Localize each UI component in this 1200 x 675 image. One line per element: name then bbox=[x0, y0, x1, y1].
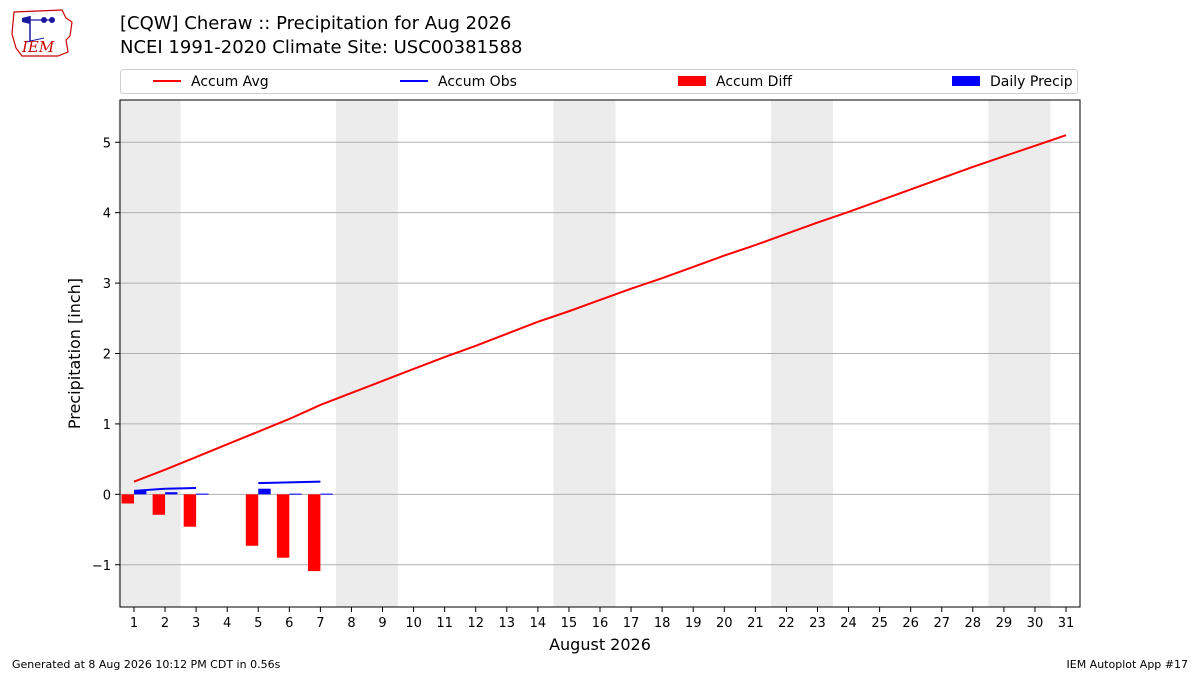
x-tick-label: 1 bbox=[130, 616, 138, 631]
x-tick-label: 21 bbox=[747, 616, 764, 631]
logo-text: IEM bbox=[21, 38, 55, 56]
daily-precip-bar bbox=[165, 492, 178, 495]
x-tick-label: 3 bbox=[192, 616, 200, 631]
x-tick-label: 23 bbox=[809, 616, 826, 631]
x-tick-label: 15 bbox=[561, 616, 578, 631]
x-tick-label: 18 bbox=[654, 616, 671, 631]
legend-accum-obs: Accum Obs bbox=[400, 73, 517, 91]
y-tick-label: 1 bbox=[103, 418, 111, 433]
accum-diff-bar bbox=[307, 494, 321, 572]
accum-avg-line bbox=[133, 134, 1067, 483]
legend-accum-diff: Accum Diff bbox=[678, 73, 792, 91]
x-tick-label: 29 bbox=[996, 616, 1013, 631]
x-tick-label: 9 bbox=[378, 616, 386, 631]
y-tick-label: 0 bbox=[103, 488, 111, 503]
y-tick-label: −1 bbox=[92, 559, 111, 574]
legend-swatch-accum-avg bbox=[153, 80, 181, 82]
chart-legend: Accum Avg Accum Obs Accum Diff Daily Pre… bbox=[120, 69, 1078, 94]
x-tick-label: 26 bbox=[902, 616, 919, 631]
legend-swatch-accum-diff bbox=[678, 76, 706, 86]
legend-daily-precip: Daily Precip bbox=[952, 73, 1073, 91]
x-tick-label: 6 bbox=[285, 616, 293, 631]
x-tick-label: 25 bbox=[871, 616, 888, 631]
x-tick-label: 19 bbox=[685, 616, 702, 631]
legend-accum-avg: Accum Avg bbox=[153, 73, 269, 91]
daily-precip-bar bbox=[258, 488, 271, 495]
x-tick-label: 16 bbox=[592, 616, 609, 631]
legend-label-accum-diff: Accum Diff bbox=[716, 74, 793, 90]
legend-label-accum-avg: Accum Avg bbox=[191, 74, 269, 90]
accum-obs-line-1 bbox=[133, 486, 197, 492]
x-tick-label: 20 bbox=[716, 616, 733, 631]
x-tick-label: 12 bbox=[467, 616, 484, 631]
footer-app-id: IEM Autoplot App #17 bbox=[1066, 658, 1189, 671]
accum-diff-bar bbox=[183, 494, 197, 527]
x-tick-label: 27 bbox=[933, 616, 950, 631]
x-tick-label: 11 bbox=[436, 616, 453, 631]
x-tick-label: 13 bbox=[499, 616, 516, 631]
daily-precip-bar bbox=[320, 493, 333, 495]
x-tick-label: 2 bbox=[161, 616, 169, 631]
y-axis-label: Precipitation [inch] bbox=[65, 278, 84, 429]
legend-label-daily-precip: Daily Precip bbox=[990, 74, 1073, 90]
chart-title-line1: [CQW] Cheraw :: Precipitation for Aug 20… bbox=[120, 13, 512, 34]
x-tick-label: 31 bbox=[1058, 616, 1075, 631]
x-tick-label: 24 bbox=[840, 616, 857, 631]
x-tick-label: 22 bbox=[778, 616, 795, 631]
x-tick-label: 30 bbox=[1027, 616, 1044, 631]
x-tick-label: 17 bbox=[623, 616, 640, 631]
legend-swatch-daily-precip bbox=[952, 76, 980, 86]
y-tick-label: 4 bbox=[103, 207, 111, 222]
y-tick-label: 2 bbox=[103, 348, 111, 363]
daily-precip-bar bbox=[289, 493, 302, 495]
accum-obs-line-2 bbox=[258, 480, 321, 485]
footer-generated: Generated at 8 Aug 2026 10:12 PM CDT in … bbox=[12, 658, 281, 671]
x-tick-label: 14 bbox=[530, 616, 547, 631]
x-tick-label: 5 bbox=[254, 616, 262, 631]
iem-logo: IEM bbox=[11, 9, 73, 57]
x-axis-label: August 2026 bbox=[549, 635, 651, 654]
chart-title-line2: NCEI 1991-2020 Climate Site: USC00381588 bbox=[120, 37, 523, 58]
x-tick-label: 10 bbox=[405, 616, 422, 631]
accum-diff-bar bbox=[152, 494, 166, 515]
daily-precip-bar bbox=[133, 490, 147, 495]
y-tick-label: 3 bbox=[103, 277, 111, 292]
legend-label-accum-obs: Accum Obs bbox=[438, 74, 517, 90]
y-tick-label: 5 bbox=[103, 136, 111, 151]
daily-precip-bar bbox=[196, 493, 209, 495]
x-tick-label: 4 bbox=[223, 616, 231, 631]
legend-swatch-accum-obs bbox=[400, 80, 428, 82]
x-tick-label: 8 bbox=[347, 616, 355, 631]
accum-diff-bar bbox=[276, 494, 290, 558]
accum-diff-bar bbox=[245, 494, 259, 546]
x-tick-label: 28 bbox=[965, 616, 982, 631]
x-tick-label: 7 bbox=[316, 616, 324, 631]
accum-diff-bar bbox=[121, 494, 134, 504]
